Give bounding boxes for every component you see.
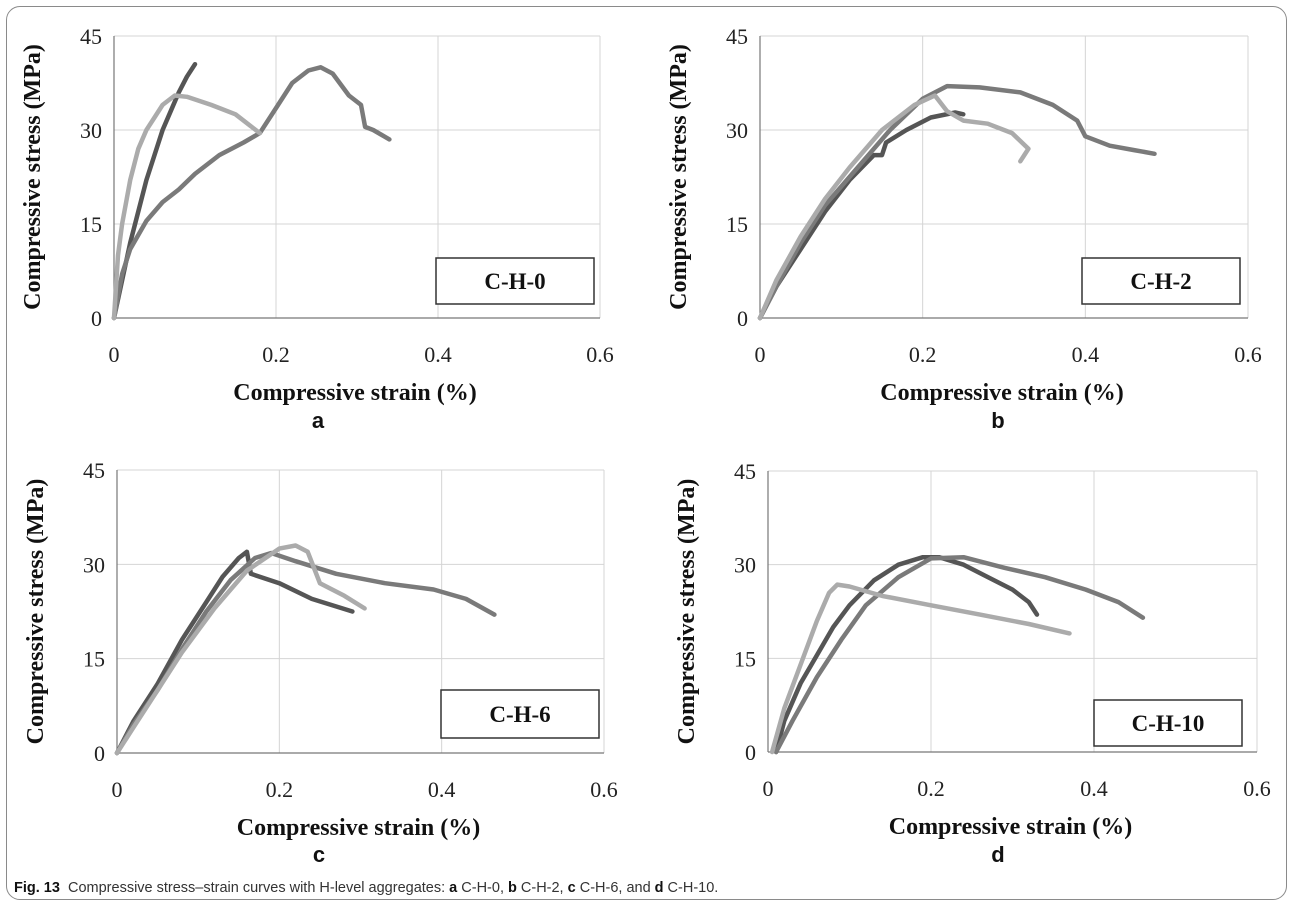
series-line-1 bbox=[114, 549, 355, 756]
y-tick-label: 45 bbox=[80, 24, 102, 49]
chart-panel-a: 0 0.2 0.4 0.6 0 15 30 45 C-H-0 Compressive strain… bbox=[20, 24, 614, 433]
series-line-3 bbox=[769, 582, 1072, 755]
x-axis-title: Compressive strain (%) bbox=[880, 380, 1124, 406]
x-tick-label: 0.4 bbox=[1072, 342, 1100, 367]
caption-text-b: C-H-2, bbox=[516, 880, 568, 896]
y-tick-label: 0 bbox=[94, 741, 105, 766]
y-tick-label: 30 bbox=[83, 552, 105, 577]
series-line-2 bbox=[757, 83, 1157, 321]
specimen-label: C-H-6 bbox=[489, 702, 550, 727]
series-line-1 bbox=[757, 110, 966, 321]
caption-intro: Compressive stress–strain curves with H-… bbox=[68, 880, 450, 896]
x-axis-title: Compressive strain (%) bbox=[233, 380, 477, 406]
x-tick-label: 0 bbox=[755, 342, 766, 367]
caption-text-c: C-H-6, and bbox=[575, 880, 655, 896]
y-tick-label: 15 bbox=[80, 212, 102, 237]
caption-text-a: C-H-0, bbox=[457, 880, 508, 896]
y-axis-title: Compressive stress (MPa) bbox=[674, 479, 700, 745]
series-line-3 bbox=[114, 543, 367, 756]
y-axis-title: Compressive stress (MPa) bbox=[23, 479, 49, 745]
y-tick-label: 0 bbox=[745, 740, 756, 765]
y-axis-title: Compressive stress (MPa) bbox=[666, 44, 692, 310]
y-tick-label: 0 bbox=[737, 306, 748, 331]
y-tick-label: 30 bbox=[734, 553, 756, 578]
y-tick-label: 45 bbox=[726, 24, 748, 49]
specimen-label-box bbox=[1093, 699, 1243, 747]
panel-letter: c bbox=[313, 842, 325, 867]
chart-panel-b: 0 0.2 0.4 0.6 0 15 30 45 C-H-2 Compressive strain… bbox=[666, 24, 1262, 433]
chart-panel-c: 0 0.2 0.4 0.6 0 15 30 45 C-H-6 Compressive strain… bbox=[23, 458, 618, 867]
x-tick-label: 0.2 bbox=[909, 342, 937, 367]
x-tick-label: 0.6 bbox=[1243, 776, 1271, 801]
x-tick-label: 0.4 bbox=[424, 342, 452, 367]
x-tick-label: 0 bbox=[763, 776, 774, 801]
x-tick-label: 0.6 bbox=[586, 342, 614, 367]
series-line-3 bbox=[111, 93, 263, 321]
figure-frame bbox=[6, 6, 1287, 900]
specimen-label: C-H-2 bbox=[1130, 269, 1191, 294]
x-tick-label: 0 bbox=[109, 342, 120, 367]
chart-panel-d: 0 0.2 0.4 0.6 0 15 30 45 C-H-10 Compressive strai… bbox=[674, 459, 1271, 867]
y-axis-title: Compressive stress (MPa) bbox=[20, 44, 46, 310]
x-tick-label: 0.2 bbox=[266, 777, 294, 802]
y-tick-label: 0 bbox=[91, 306, 102, 331]
caption-text-d: C-H-10. bbox=[663, 880, 719, 896]
caption-letter-c: c bbox=[567, 880, 576, 896]
y-tick-label: 15 bbox=[83, 647, 105, 672]
series-line-2 bbox=[111, 65, 392, 321]
specimen-label: C-H-10 bbox=[1132, 711, 1205, 736]
x-tick-label: 0 bbox=[112, 777, 123, 802]
caption-letter-a: a bbox=[449, 880, 458, 896]
figure-caption: Fig. 13 Compressive stress–strain curves… bbox=[14, 880, 718, 896]
specimen-label-box bbox=[1081, 257, 1241, 305]
panel-letter: a bbox=[312, 408, 325, 433]
x-tick-label: 0.2 bbox=[917, 776, 945, 801]
x-tick-label: 0.4 bbox=[428, 777, 456, 802]
y-tick-label: 30 bbox=[80, 118, 102, 143]
series-line-1 bbox=[773, 554, 1040, 755]
caption-letter-b: b bbox=[508, 880, 517, 896]
x-axis-title: Compressive strain (%) bbox=[237, 815, 481, 841]
specimen-label-box bbox=[435, 257, 595, 305]
y-tick-label: 30 bbox=[726, 118, 748, 143]
y-tick-label: 15 bbox=[726, 212, 748, 237]
x-tick-label: 0.2 bbox=[262, 342, 290, 367]
series-line-2 bbox=[773, 554, 1146, 755]
x-tick-label: 0.6 bbox=[590, 777, 618, 802]
y-tick-label: 15 bbox=[734, 646, 756, 671]
panel-letter: b bbox=[991, 408, 1004, 433]
caption-letter-d: d bbox=[654, 880, 664, 896]
x-tick-label: 0.4 bbox=[1080, 776, 1108, 801]
specimen-label-box bbox=[440, 689, 600, 739]
caption-fig-label: Fig. 13 bbox=[14, 880, 60, 896]
x-axis-title: Compressive strain (%) bbox=[889, 814, 1133, 840]
x-tick-label: 0.6 bbox=[1234, 342, 1262, 367]
series-line-3 bbox=[757, 93, 1031, 321]
panel-letter: d bbox=[991, 842, 1004, 867]
y-tick-label: 45 bbox=[83, 458, 105, 483]
specimen-label: C-H-0 bbox=[484, 269, 545, 294]
y-tick-label: 45 bbox=[734, 459, 756, 484]
